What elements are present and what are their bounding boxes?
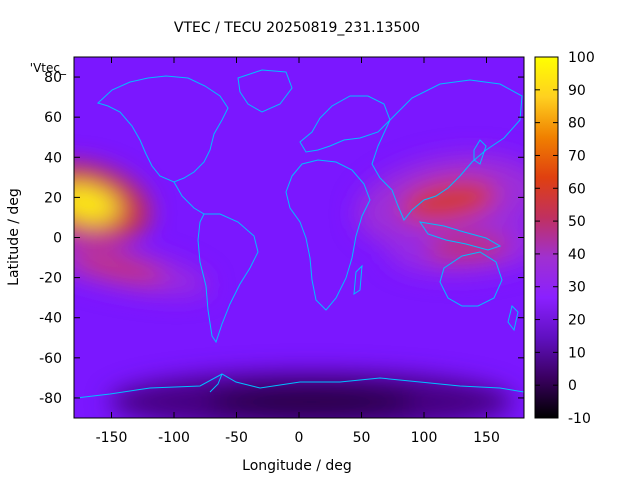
x-tick-label: 50 [353,430,371,446]
key-label: 'Vtec_ [30,61,67,75]
y-tick-label: 20 [44,190,62,206]
colorbar-tick-label: 20 [568,313,586,329]
chart-title: VTEC / TECU 20250819_231.13500 [174,20,420,36]
y-tick-label: 60 [44,110,62,126]
x-tick-label: -100 [158,430,190,446]
x-tick-label: 0 [295,430,304,446]
x-tick-label: -50 [225,430,248,446]
colorbar-tick-label: 70 [568,148,586,164]
y-tick-label: -40 [39,311,62,327]
y-tick-label: -80 [39,391,62,407]
colorbar-tick-label: 40 [568,247,586,263]
colorbar-tick-label: 10 [568,345,586,361]
colorbar-gradient [535,57,558,418]
x-tick-label: -150 [96,430,128,446]
colorbar-tick-label: 90 [568,83,586,99]
colorbar-tick-label: 30 [568,280,586,296]
colorbar-tick-label: 0 [568,378,577,394]
colorbar-tick-label: 100 [568,50,595,66]
heatmap-feature-polar-hole [207,388,417,416]
colorbar-tick-label: 50 [568,214,586,230]
colorbar: -10 0 10 20 30 40 50 60 70 80 90 100 [535,50,595,427]
colorbar-tick-label: 80 [568,116,586,132]
colorbar-tick-label: -10 [568,411,591,427]
plot-area [14,57,550,432]
y-tick-label: 0 [53,231,62,247]
y-axis-label: Latitude / deg [6,188,22,286]
y-tick-label: -60 [39,351,62,367]
colorbar-tick-label: 60 [568,181,586,197]
y-tick-label: 40 [44,150,62,166]
x-tick-label: 150 [473,430,500,446]
y-tick-label: -20 [39,271,62,287]
x-axis-label: Longitude / deg [242,458,352,474]
x-tick-label: 100 [411,430,438,446]
